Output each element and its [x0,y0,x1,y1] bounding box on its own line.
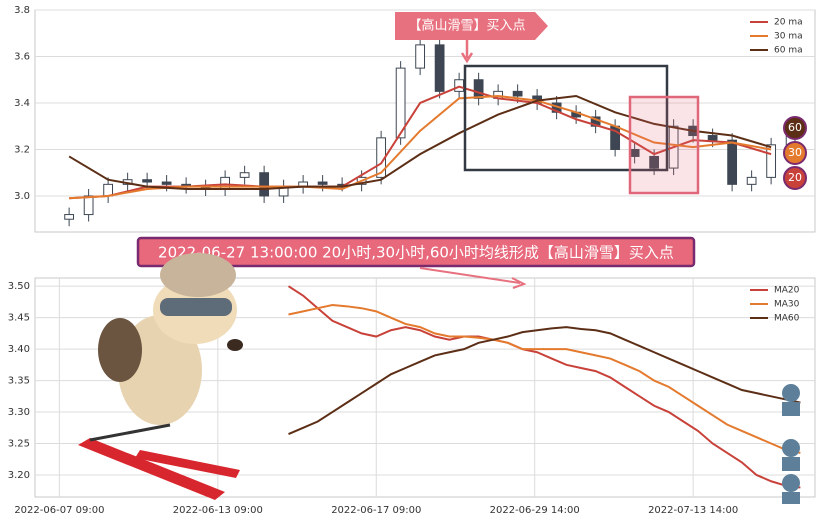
legend-label: 30 ma [774,32,803,42]
y-tick-label: 3.45 [8,313,30,324]
y-tick-label: 3.4 [14,98,30,109]
candle-body [239,172,250,178]
y-tick-label: 3.8 [14,5,30,16]
signal-box [628,95,700,195]
annotation-text: 【高山滑雪】买入点 [408,18,525,34]
series-line [288,304,801,454]
y-tick-label: 3.6 [14,51,30,62]
series-line [287,285,801,489]
y-tick-label: 3.30 [8,407,30,418]
candle-body [707,135,718,141]
legend-label: MA60 [774,314,800,324]
y-tick-label: 3.40 [8,344,30,355]
candle-body [415,44,426,69]
candle-body [746,176,757,185]
badge [783,116,807,140]
series-line [288,326,801,435]
banner-text: 2022-06-27 13:00:00 20小时,30小时,60小时均线形成【高… [158,244,674,262]
x-tick-label: 2022-06-17 09:00 [331,505,421,516]
candle-body [161,181,172,185]
y-tick-label: 3.0 [14,191,30,202]
legend-label: MA30 [774,300,800,310]
badge-label: 20 [788,171,802,184]
x-tick-label: 2022-06-29 14:00 [490,505,580,516]
series-line [68,94,772,190]
candle-body [142,179,153,183]
candle-body [727,139,738,185]
x-tick-label: 2022-06-13 09:00 [173,505,263,516]
x-tick-label: 2022-07-13 14:00 [648,505,738,516]
legend-label: 20 ma [774,18,803,28]
badge-label: 60 [788,121,802,134]
y-tick-label: 3.20 [8,470,30,481]
candle-body [473,79,484,99]
annotation-arrow [395,12,548,40]
banner [136,236,696,268]
badge [783,141,807,165]
highlight-box [463,64,669,172]
candle-body [395,67,406,139]
banner-pointer [419,267,527,289]
y-tick-label: 3.50 [8,281,30,292]
y-tick-label: 3.2 [14,144,30,155]
candle-body [766,144,777,178]
skier-illustration [78,253,243,500]
y-tick-label: 3.25 [8,439,30,450]
x-tick-label: 2022-06-07 09:00 [14,505,104,516]
candle-body [454,79,465,92]
candle-body [512,90,523,97]
legend-label: MA20 [774,286,800,296]
skier-icons [782,384,800,504]
y-tick-label: 3.35 [8,376,30,387]
candle-body [64,214,75,220]
candle-body [317,181,328,185]
candle-body [434,44,445,92]
candle-body [649,155,660,169]
badge [783,166,807,190]
candle-body [259,172,270,197]
annotation-pointer [460,40,474,64]
series-line [69,95,772,200]
candle-body [83,195,94,216]
badge-label: 30 [788,146,802,159]
legend-label: 60 ma [774,46,803,56]
